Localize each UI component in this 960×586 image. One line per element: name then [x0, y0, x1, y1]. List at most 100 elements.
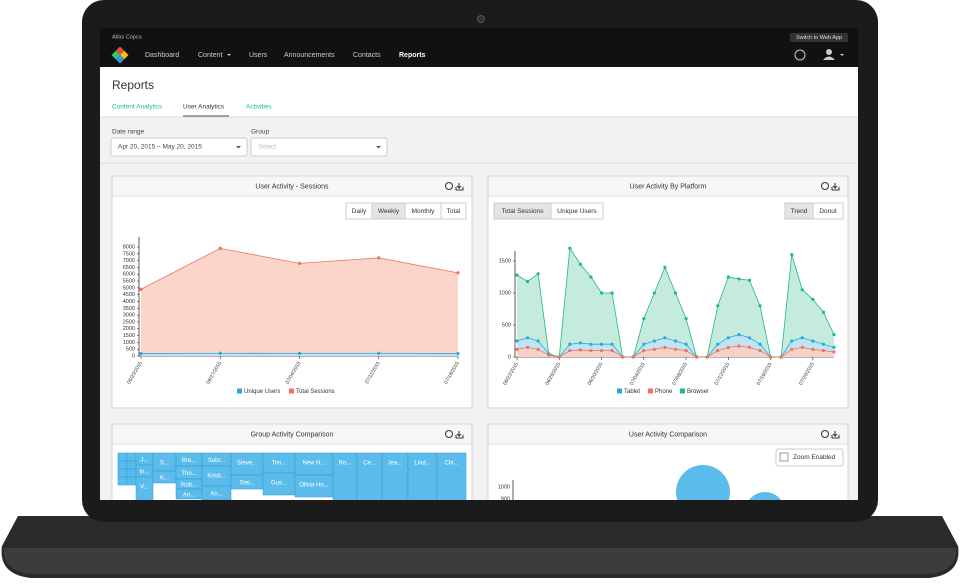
treemap-label[interactable]: Steve...: [237, 461, 258, 467]
y-tick-label: 5000: [123, 285, 135, 291]
treemap-label[interactable]: Ce...: [363, 461, 376, 467]
treemap-label[interactable]: V...: [140, 485, 149, 491]
treemap-cell: [117, 468, 128, 478]
nav-item[interactable]: Users: [249, 52, 268, 59]
treemap-label[interactable]: New H...: [302, 461, 325, 467]
point: [673, 339, 678, 343]
treemap-label[interactable]: K...: [160, 476, 169, 482]
treemap-cell: [126, 476, 137, 486]
treemap-cell[interactable]: [381, 452, 409, 507]
help-icon[interactable]: [821, 430, 829, 438]
toggle-button-label[interactable]: Total Sessions: [502, 208, 545, 215]
point: [642, 349, 646, 353]
point: [758, 304, 762, 308]
nav-item[interactable]: Announcements: [284, 52, 335, 59]
toggle-button-label[interactable]: Unique Users: [557, 208, 597, 215]
treemap-label[interactable]: An...: [183, 493, 196, 499]
toggle-button-label[interactable]: Donut: [819, 208, 837, 215]
nav-item[interactable]: Content: [198, 52, 223, 59]
treemap-cell[interactable]: [407, 452, 438, 507]
point: [673, 347, 678, 351]
download-icon[interactable]: [831, 431, 840, 439]
logo-part: [120, 50, 129, 60]
download-icon[interactable]: [831, 183, 840, 191]
switch-button[interactable]: [790, 33, 848, 42]
nav-item[interactable]: Contacts: [353, 52, 381, 59]
y-tick-label: 6500: [123, 265, 135, 271]
toggle-button[interactable]: [812, 202, 844, 220]
treemap-label[interactable]: In...: [139, 470, 149, 476]
y-tick-label: 7000: [123, 258, 135, 264]
treemap-label[interactable]: Ro...: [339, 461, 352, 467]
treemap-label[interactable]: An...: [210, 492, 223, 498]
toggle-button-label[interactable]: Trend: [791, 208, 808, 215]
y-tick-label: 1000: [499, 290, 511, 296]
toggle-button-label[interactable]: Total: [447, 208, 461, 215]
treemap-cell[interactable]: [356, 452, 383, 507]
legend-label: Total Sessions: [296, 389, 335, 395]
toggle-button-label[interactable]: Daily: [352, 208, 367, 215]
point: [737, 344, 741, 348]
point: [610, 349, 614, 353]
download-icon[interactable]: [455, 431, 464, 439]
point: [218, 351, 222, 355]
point: [139, 351, 143, 356]
bubble[interactable]: [676, 465, 730, 519]
toggle-button[interactable]: [440, 202, 467, 220]
download-icon[interactable]: [455, 183, 464, 191]
treemap-label[interactable]: Stei...: [239, 481, 255, 487]
treemap-cell[interactable]: [135, 476, 154, 507]
treemap-label[interactable]: Tim...: [272, 461, 287, 467]
treemap-label[interactable]: Subr...: [208, 458, 226, 464]
nav-item[interactable]: Reports: [399, 52, 426, 59]
help-icon[interactable]: [445, 182, 453, 190]
toggle-button-label[interactable]: Weekly: [378, 208, 400, 215]
point: [790, 253, 794, 257]
point: [832, 350, 836, 354]
date-select-value[interactable]: Apr 20, 2015 – May 20, 2015: [118, 144, 202, 151]
checkbox[interactable]: [779, 452, 789, 462]
treemap-label[interactable]: J...: [140, 458, 148, 464]
treemap-cell[interactable]: [436, 452, 467, 507]
treemap-cell: [126, 452, 137, 462]
y-tick-label: 7500: [123, 251, 135, 257]
switch-button-label[interactable]: Switch to Web App: [796, 35, 842, 41]
treemap-label[interactable]: Jea...: [388, 461, 403, 467]
nav-item[interactable]: Dashboard: [145, 52, 179, 59]
date-select[interactable]: [110, 137, 248, 157]
treemap-cell[interactable]: [201, 485, 232, 500]
panel-title: User Activity - Sessions: [255, 183, 329, 190]
zoom-toggle[interactable]: [775, 448, 844, 467]
toggle-button[interactable]: [550, 202, 604, 220]
treemap-label[interactable]: Chi...: [444, 461, 458, 467]
treemap-label[interactable]: Kristi...: [207, 474, 226, 480]
help-icon[interactable]: [794, 49, 806, 61]
bubble[interactable]: [745, 492, 785, 532]
y-tick-label: 500: [126, 347, 135, 353]
treemap-label[interactable]: Rob...: [181, 483, 197, 489]
treemap-label[interactable]: Bre...: [182, 458, 197, 464]
group-select[interactable]: [250, 137, 388, 157]
help-icon[interactable]: [821, 182, 829, 190]
treemap-label[interactable]: Gus...: [271, 481, 287, 487]
treemap-label[interactable]: Tho...: [181, 471, 197, 477]
point: [456, 351, 460, 356]
y-tick-label: 1500: [499, 258, 511, 264]
toggle-button-label[interactable]: Monthly: [412, 208, 436, 215]
tab[interactable]: Content Analytics: [112, 104, 163, 111]
treemap-label[interactable]: Lind...: [414, 461, 431, 467]
user-icon-head[interactable]: [826, 49, 832, 55]
area: [517, 346, 834, 357]
tab[interactable]: User Analytics: [183, 104, 225, 111]
treemap-label[interactable]: Olivia Ho...: [299, 483, 329, 489]
y-tick-label: 1500: [123, 333, 135, 339]
treemap-cell[interactable]: [332, 452, 358, 507]
tab[interactable]: Activities: [246, 104, 272, 111]
zoom-label[interactable]: Zoom Enabled: [793, 454, 836, 461]
help-icon[interactable]: [445, 430, 453, 438]
treemap-label[interactable]: S...: [160, 461, 169, 467]
group-select-placeholder[interactable]: Select: [258, 144, 276, 151]
point: [737, 333, 741, 337]
point: [139, 287, 143, 291]
area: [517, 248, 834, 357]
